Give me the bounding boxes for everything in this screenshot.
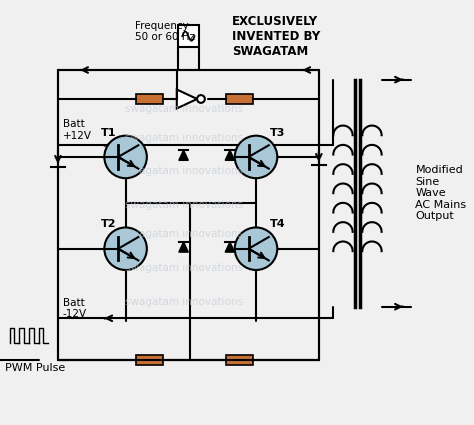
- Polygon shape: [179, 150, 188, 160]
- Text: EXCLUSIVELY
INVENTED BY
SWAGATAM: EXCLUSIVELY INVENTED BY SWAGATAM: [232, 15, 320, 58]
- Text: swagatam innovations: swagatam innovations: [125, 167, 243, 176]
- Text: Frequency
50 or 60 Hz: Frequency 50 or 60 Hz: [135, 20, 195, 42]
- FancyBboxPatch shape: [136, 355, 163, 365]
- Polygon shape: [225, 242, 235, 252]
- Text: swagatam innovations: swagatam innovations: [125, 133, 243, 143]
- Circle shape: [197, 95, 205, 103]
- Text: Batt
-12V: Batt -12V: [63, 298, 87, 320]
- Text: T1: T1: [100, 128, 116, 138]
- Polygon shape: [179, 242, 188, 252]
- FancyBboxPatch shape: [226, 94, 253, 104]
- Circle shape: [104, 227, 147, 270]
- Text: swagatam innovations: swagatam innovations: [125, 104, 243, 113]
- Text: T2: T2: [100, 219, 116, 230]
- Text: swagatam innovations: swagatam innovations: [125, 297, 243, 307]
- Text: Modified
Sine
Wave
AC Mains
Output: Modified Sine Wave AC Mains Output: [415, 165, 466, 221]
- Text: swagatam innovations: swagatam innovations: [125, 200, 243, 210]
- FancyBboxPatch shape: [226, 355, 253, 365]
- FancyBboxPatch shape: [178, 26, 199, 47]
- FancyBboxPatch shape: [136, 94, 163, 104]
- Text: PWM Pulse: PWM Pulse: [5, 363, 65, 373]
- Text: Batt
+12V: Batt +12V: [63, 119, 92, 141]
- Circle shape: [235, 227, 277, 270]
- Text: T3: T3: [270, 128, 285, 138]
- Text: swagatam innovations: swagatam innovations: [125, 263, 243, 273]
- Polygon shape: [225, 150, 235, 160]
- Text: T4: T4: [270, 219, 285, 230]
- Polygon shape: [177, 90, 197, 108]
- Circle shape: [235, 136, 277, 178]
- Circle shape: [104, 136, 147, 178]
- Text: swagatam innovations: swagatam innovations: [125, 229, 243, 239]
